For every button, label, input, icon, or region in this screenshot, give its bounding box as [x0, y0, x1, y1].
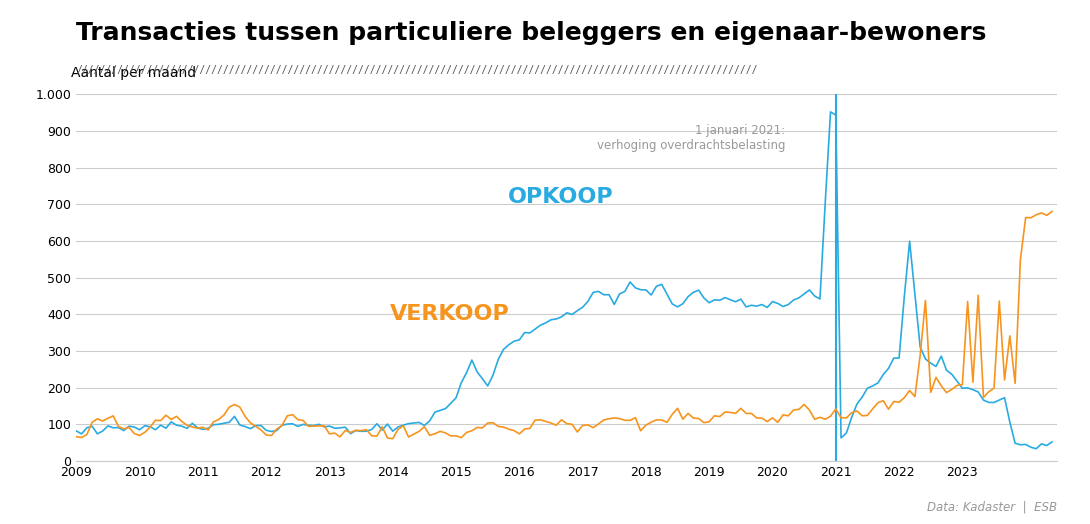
Text: 1 januari 2021:
verhoging overdrachtsbelasting: 1 januari 2021: verhoging overdrachtsbel… [596, 124, 785, 151]
Text: Data: Kadaster  |  ESB: Data: Kadaster | ESB [928, 500, 1057, 514]
Text: OPKOOP: OPKOOP [508, 187, 614, 207]
Text: ////////////////////////////////////////////////////////////////////////////////: ////////////////////////////////////////… [76, 66, 758, 75]
Text: Transacties tussen particuliere beleggers en eigenaar-bewoners: Transacties tussen particuliere belegger… [76, 21, 986, 45]
Text: VERKOOP: VERKOOP [390, 304, 510, 324]
Text: Aantal per maand: Aantal per maand [72, 66, 196, 80]
